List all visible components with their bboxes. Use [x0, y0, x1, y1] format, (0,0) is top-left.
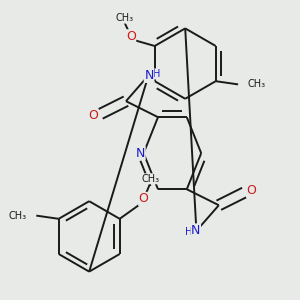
Text: O: O: [247, 184, 256, 197]
Text: O: O: [126, 30, 136, 43]
Text: N: N: [136, 147, 145, 160]
Text: O: O: [139, 193, 148, 206]
Text: CH₃: CH₃: [141, 174, 159, 184]
Text: CH₃: CH₃: [248, 80, 266, 89]
Text: N: N: [144, 69, 154, 82]
Text: CH₃: CH₃: [115, 13, 134, 23]
Text: N: N: [191, 224, 200, 237]
Text: CH₃: CH₃: [9, 211, 27, 220]
Text: H: H: [153, 69, 160, 79]
Text: O: O: [88, 109, 98, 122]
Text: H: H: [185, 227, 192, 237]
